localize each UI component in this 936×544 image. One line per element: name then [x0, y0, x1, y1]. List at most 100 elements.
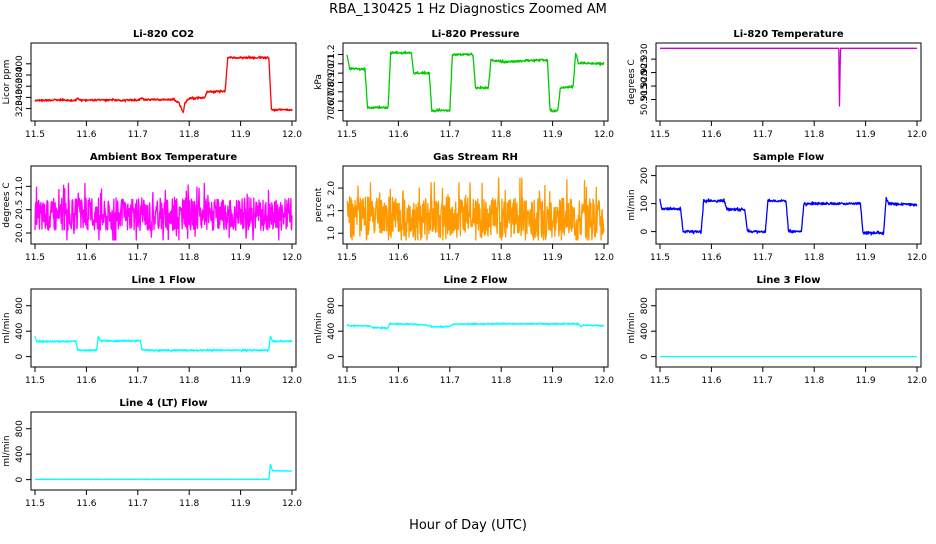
plot-frame	[30, 288, 297, 368]
x-tick-label: 12.0	[282, 376, 302, 386]
y-tick-label: 71.1	[327, 54, 337, 74]
series-line	[659, 196, 918, 236]
x-tick-label: 11.6	[388, 376, 408, 386]
chart-title: Li-820 Temperature	[733, 29, 843, 40]
x-tick-label: 12.0	[907, 130, 927, 140]
x-tick-label: 11.6	[76, 253, 96, 263]
x-tick-label: 12.0	[282, 499, 302, 509]
x-tick-label: 11.6	[388, 253, 408, 263]
chart-panel: Line 3 Flow ml/min 11.5 11.6 11.7 11.8 11.9 12.…	[627, 275, 927, 386]
chart-panel: Gas Stream RH percent 11.5 11.6 11.7 11.8 11.9…	[314, 152, 614, 263]
y-tick-label: 0	[640, 354, 650, 360]
series-line	[346, 50, 605, 113]
x-tick-label: 11.6	[701, 253, 721, 263]
y-tick-label: 70.8	[327, 82, 337, 102]
y-tick-label: 1.5	[327, 203, 337, 217]
x-tick-label: 11.7	[440, 130, 460, 140]
y-tick-label: 800	[15, 420, 25, 437]
series-line	[34, 335, 293, 353]
x-tick-label: 11.6	[76, 499, 96, 509]
figure-xlabel: Hour of Day (UTC)	[409, 518, 527, 533]
x-tick-label: 11.7	[753, 253, 773, 263]
y-tick-label: 400	[640, 322, 650, 339]
x-tick-label: 11.5	[337, 253, 357, 263]
y-tick-label: 400	[327, 322, 337, 339]
y-axis-label: Licor ppm	[2, 60, 12, 105]
x-tick-label: 11.5	[650, 130, 670, 140]
x-tick-label: 11.5	[650, 253, 670, 263]
y-tick-label: 320	[15, 100, 25, 117]
x-tick-label: 12.0	[907, 376, 927, 386]
chart-panel: Line 4 (LT) Flow ml/min 11.5 11.6 11.7 11.8 11…	[2, 398, 302, 509]
series-line	[34, 463, 293, 481]
x-tick-label: 11.7	[128, 499, 148, 509]
y-tick-label: 0	[15, 477, 25, 483]
plot-frame	[30, 411, 297, 491]
x-tick-label: 11.8	[179, 130, 199, 140]
x-tick-label: 11.9	[231, 253, 251, 263]
x-tick-label: 12.0	[594, 130, 614, 140]
chart-panel: Sample Flow ml/min 11.5 11.6 11.7 11.8 11.9 12.…	[627, 152, 927, 263]
x-tick-label: 11.5	[650, 376, 670, 386]
y-tick-label: 70.9	[327, 72, 337, 92]
chart-title: Sample Flow	[753, 152, 825, 163]
y-tick-label: 71.0	[327, 63, 337, 83]
y-axis-label: kPa	[314, 74, 324, 90]
y-axis-label: ml/min	[2, 312, 12, 343]
x-tick-label: 12.0	[594, 253, 614, 263]
y-axis-label: ml/min	[627, 312, 637, 343]
x-tick-label: 11.8	[491, 376, 511, 386]
chart-title: Ambient Box Temperature	[90, 152, 237, 163]
chart-title: Li-820 CO2	[133, 29, 194, 40]
y-tick-label: 50.915	[640, 84, 650, 116]
x-tick-label: 11.7	[753, 376, 773, 386]
y-tick-label: 0	[327, 354, 337, 360]
x-tick-label: 11.8	[491, 253, 511, 263]
y-tick-label: 380	[15, 66, 25, 83]
x-tick-label: 11.5	[25, 499, 45, 509]
y-tick-label: 21.0	[15, 176, 25, 196]
x-tick-label: 11.9	[543, 376, 563, 386]
y-tick-label: 400	[15, 322, 25, 339]
x-tick-label: 11.9	[856, 253, 876, 263]
x-tick-label: 11.5	[337, 130, 357, 140]
plot-frame	[30, 42, 297, 122]
y-axis-label: ml/min	[627, 189, 637, 220]
y-axis-label: degrees C	[2, 182, 12, 227]
chart-title: Li-820 Pressure	[431, 29, 519, 40]
chart-panel: Li-820 Temperature degrees C 11.5 11.6 11.7 1…	[627, 29, 927, 140]
x-tick-label: 11.5	[25, 376, 45, 386]
x-tick-label: 11.8	[179, 376, 199, 386]
y-tick-label: 50.925	[640, 57, 650, 89]
y-tick-label: 20.0	[15, 223, 25, 243]
y-tick-label: 400	[15, 445, 25, 462]
chart-title: Line 1 Flow	[132, 275, 196, 286]
x-tick-label: 12.0	[282, 130, 302, 140]
x-tick-label: 11.5	[25, 130, 45, 140]
y-tick-label: 2.0	[327, 181, 337, 196]
x-tick-label: 11.5	[337, 376, 357, 386]
y-tick-label: 71.2	[327, 44, 337, 64]
plot-frame	[655, 42, 922, 122]
x-tick-label: 11.7	[753, 130, 773, 140]
x-tick-label: 11.8	[804, 376, 824, 386]
chart-panel: Li-820 CO2 Licor ppm 11.5 11.6 11.7 11.8 11.9 1…	[2, 29, 302, 140]
x-tick-label: 11.7	[128, 253, 148, 263]
x-tick-label: 11.5	[25, 253, 45, 263]
x-tick-label: 12.0	[282, 253, 302, 263]
chart-title: Gas Stream RH	[433, 152, 518, 163]
y-tick-label: 340	[15, 89, 25, 106]
y-tick-label: 200	[640, 167, 650, 184]
x-tick-label: 11.6	[76, 376, 96, 386]
x-tick-label: 11.9	[543, 130, 563, 140]
x-tick-label: 11.9	[856, 130, 876, 140]
x-tick-label: 11.6	[76, 130, 96, 140]
x-tick-label: 11.7	[128, 130, 148, 140]
chart-title: Line 4 (LT) Flow	[119, 398, 207, 409]
chart-panel: Ambient Box Temperature degrees C 11.5 11.6…	[2, 152, 302, 263]
y-axis-label: degrees C	[627, 59, 637, 104]
x-tick-label: 11.8	[804, 253, 824, 263]
chart-panel: Li-820 Pressure kPa 11.5 11.6 11.7 11.8 11.9 12…	[314, 29, 614, 140]
chart-title: Line 3 Flow	[757, 275, 821, 286]
